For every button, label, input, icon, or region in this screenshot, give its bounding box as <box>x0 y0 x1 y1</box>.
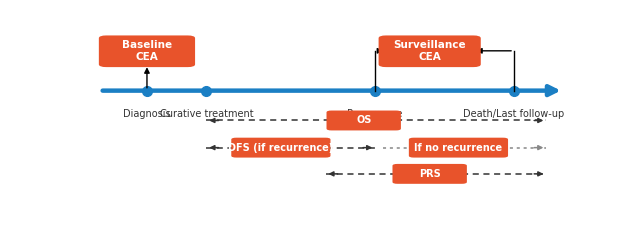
FancyBboxPatch shape <box>392 164 467 184</box>
Text: PRS: PRS <box>419 169 440 179</box>
Text: Recurrence: Recurrence <box>348 109 403 119</box>
Text: If no recurrence: If no recurrence <box>414 143 502 153</box>
Text: Surveillance
CEA: Surveillance CEA <box>394 40 466 63</box>
Text: Death/Last follow-up: Death/Last follow-up <box>463 109 564 119</box>
FancyBboxPatch shape <box>379 35 481 67</box>
Text: Curative treatment: Curative treatment <box>159 109 253 119</box>
FancyBboxPatch shape <box>326 110 401 130</box>
FancyBboxPatch shape <box>231 138 330 158</box>
Text: Baseline
CEA: Baseline CEA <box>122 40 172 63</box>
FancyBboxPatch shape <box>99 35 195 67</box>
Text: Diagnosis: Diagnosis <box>123 109 171 119</box>
Text: DFS (if recurrence): DFS (if recurrence) <box>228 143 333 153</box>
Text: OS: OS <box>356 115 371 125</box>
FancyBboxPatch shape <box>409 138 508 158</box>
